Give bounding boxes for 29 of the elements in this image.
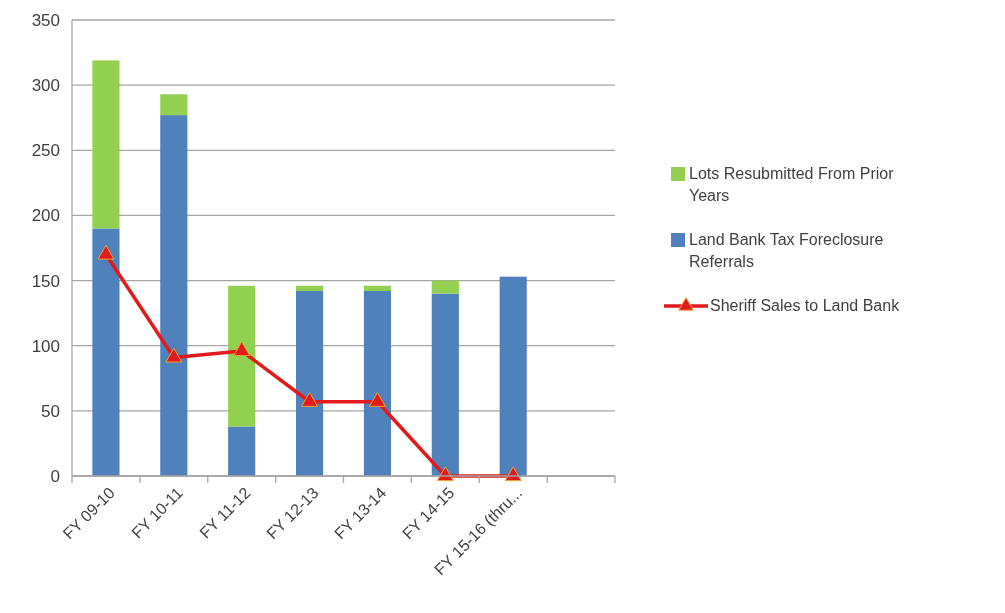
y-tick-label: 250 bbox=[31, 141, 60, 161]
bar bbox=[160, 115, 188, 476]
point bbox=[97, 244, 115, 260]
bar bbox=[92, 60, 120, 229]
y-tick-label: 350 bbox=[31, 10, 60, 30]
point bbox=[233, 341, 251, 357]
y-tick-label: 50 bbox=[41, 401, 60, 421]
bar bbox=[160, 94, 188, 116]
bar bbox=[363, 290, 392, 476]
y-tick-label: 0 bbox=[50, 466, 60, 486]
point bbox=[165, 347, 183, 363]
y-tick-label: 150 bbox=[31, 271, 60, 291]
bar bbox=[363, 285, 392, 291]
bar bbox=[431, 293, 459, 476]
point bbox=[301, 392, 319, 407]
bar bbox=[295, 290, 324, 476]
bar bbox=[499, 276, 527, 476]
legend-label: Land Bank Tax Foreclosure Referrals bbox=[689, 231, 884, 270]
bar bbox=[431, 280, 459, 294]
y-tick-label: 200 bbox=[31, 206, 60, 226]
legend-label: Sheriff Sales to Land Bank bbox=[710, 297, 901, 314]
bar bbox=[228, 285, 256, 427]
bar bbox=[295, 285, 324, 291]
legend-label: Lots Resubmitted From Prior Years bbox=[689, 165, 895, 204]
y-tick-label: 100 bbox=[31, 336, 60, 356]
bar bbox=[228, 426, 256, 476]
bar bbox=[92, 228, 120, 476]
y-tick-label: 300 bbox=[31, 76, 60, 96]
point bbox=[368, 392, 386, 407]
